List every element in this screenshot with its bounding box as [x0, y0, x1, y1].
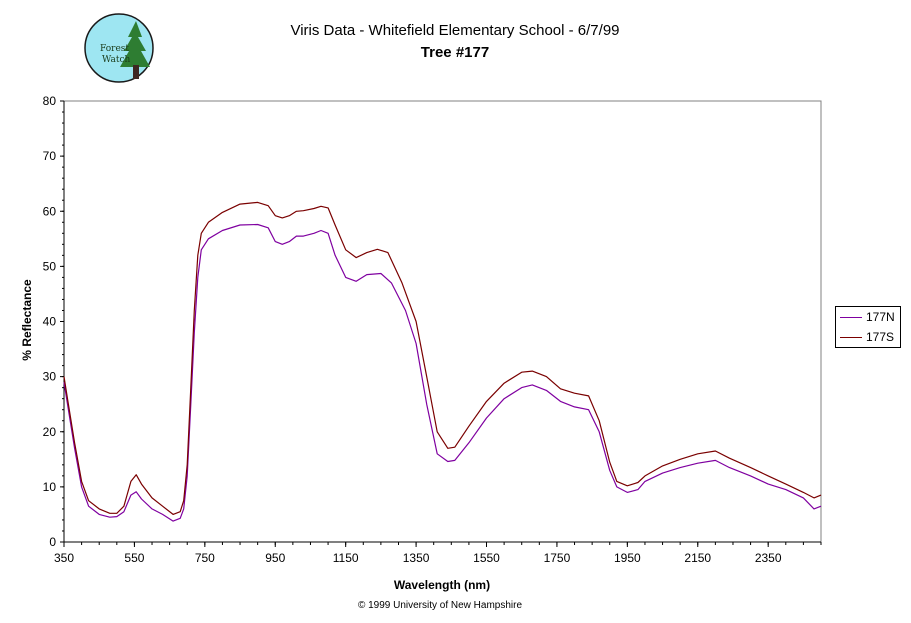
series-line-177n: [63, 223, 822, 522]
x-tick-label: 1350: [403, 551, 430, 565]
y-tick-label: 70: [43, 149, 57, 163]
legend-label-177s: 177S: [866, 330, 895, 344]
y-tick-label: 0: [49, 535, 56, 549]
legend-swatch-177s: [840, 337, 862, 338]
x-tick-label: 950: [265, 551, 285, 565]
logo-text-line2: Watch: [102, 55, 130, 65]
y-tick-label: 40: [43, 315, 57, 329]
y-axis-title: % Reflectance: [20, 279, 34, 361]
x-tick-label: 350: [54, 551, 74, 565]
y-tick-label: 20: [43, 425, 57, 439]
x-axis-title: Wavelength (nm): [394, 578, 490, 592]
x-tick-label: 2150: [684, 551, 711, 565]
x-tick-label: 1150: [333, 551, 359, 565]
chart-subtitle: Tree #177: [420, 44, 490, 61]
y-tick-label: 10: [43, 480, 57, 494]
legend-label-177n: 177N: [866, 310, 895, 324]
chart-title: Viris Data - Whitefield Elementary Schoo…: [290, 22, 620, 39]
plot-area: [63, 100, 822, 543]
y-tick-label: 50: [43, 259, 57, 273]
x-tick-label: 2350: [755, 551, 782, 565]
logo-text-line1: Forest: [100, 44, 129, 54]
y-tick-label: 60: [43, 204, 57, 218]
y-tick-label: 30: [43, 370, 57, 384]
x-tick-label: 550: [124, 551, 144, 565]
legend: 177N 177S: [835, 306, 901, 348]
y-tick-label: 80: [43, 94, 57, 108]
copyright-text: © 1999 University of New Hampshire: [357, 600, 523, 611]
x-tick-label: 750: [195, 551, 215, 565]
x-tick-label: 1950: [614, 551, 641, 565]
x-tick-label: 1750: [544, 551, 571, 565]
forest-watch-logo: Forest Watch: [84, 13, 154, 83]
legend-swatch-177n: [840, 317, 862, 318]
x-tick-label: 1550: [473, 551, 500, 565]
series-line-177s: [63, 201, 822, 515]
